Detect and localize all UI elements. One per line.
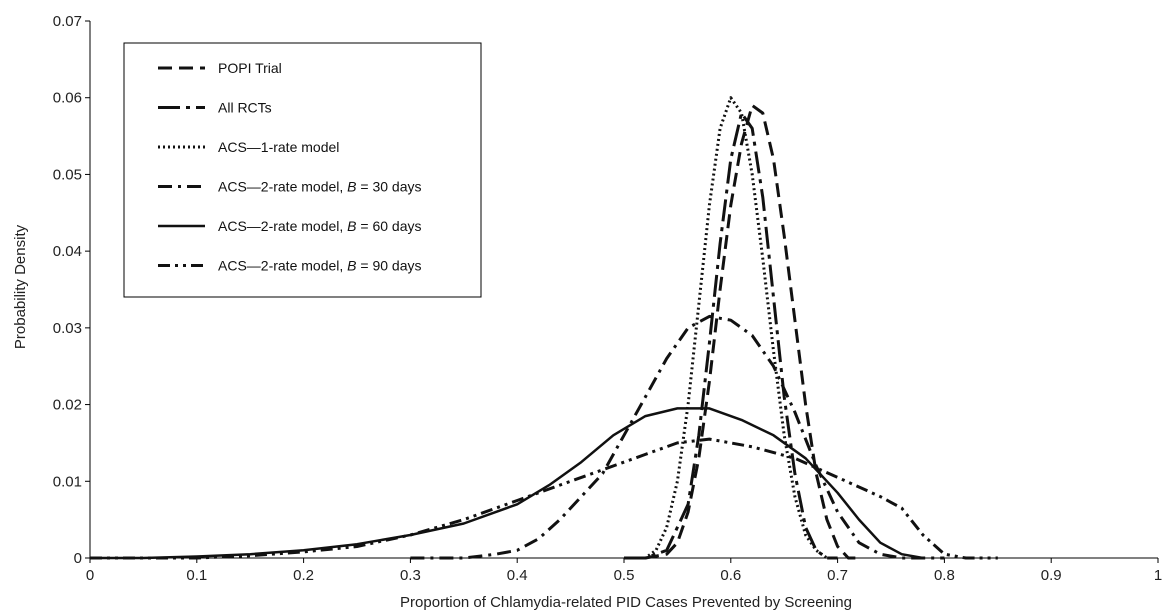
x-tick-label: 1 xyxy=(1154,567,1162,584)
y-tick-label: 0.01 xyxy=(53,473,82,490)
y-tick-label: 0.07 xyxy=(53,13,82,30)
y-axis-ticks: 0 0.01 0.02 0.03 0.04 0.05 0.06 0.07 xyxy=(53,13,90,567)
y-tick-label: 0.05 xyxy=(53,166,82,183)
x-tick-label: 0.3 xyxy=(400,567,421,584)
legend-label-2: All RCTs xyxy=(218,100,272,116)
series-line-5 xyxy=(90,407,924,560)
y-axis-title: Probability Density xyxy=(12,224,29,349)
legend-label-1: POPI Trial xyxy=(218,60,282,76)
y-tick-label: 0.04 xyxy=(53,243,82,260)
legend-label-4: ACS—2-rate model, B = 30 days xyxy=(218,179,422,195)
x-tick-label: 0.4 xyxy=(507,567,528,584)
x-axis-title: Proportion of Chlamydia-related PID Case… xyxy=(400,594,852,611)
x-tick-label: 0.1 xyxy=(186,567,207,584)
x-tick-label: 0.2 xyxy=(293,567,314,584)
x-tick-label: 0.5 xyxy=(614,567,635,584)
legend-label-5: ACS—2-rate model, B = 60 days xyxy=(218,218,422,234)
series-line-2 xyxy=(624,111,838,560)
x-tick-label: 0.8 xyxy=(934,567,955,584)
x-tick-label: 0 xyxy=(86,567,94,584)
series-line-4 xyxy=(410,314,945,560)
series-line-1 xyxy=(624,103,859,560)
x-axis-ticks: 0 0.1 0.2 0.3 0.4 0.5 0.6 0.7 0.8 0.9 1 xyxy=(86,558,1162,584)
legend: POPI Trial All RCTs ACS—1-rate model ACS—2-… xyxy=(123,42,482,298)
legend-label-6: ACS—2-rate model, B = 90 days xyxy=(218,258,422,274)
x-tick-label: 0.9 xyxy=(1041,567,1062,584)
legend-label-3: ACS—1-rate model xyxy=(218,139,339,155)
y-tick-label: 0 xyxy=(74,550,82,567)
series-line-6 xyxy=(90,437,998,560)
x-tick-label: 0.7 xyxy=(827,567,848,584)
y-tick-label: 0.02 xyxy=(53,397,82,414)
legend-box xyxy=(123,42,482,298)
x-tick-label: 0.6 xyxy=(720,567,741,584)
series-layer xyxy=(90,96,998,560)
y-tick-label: 0.06 xyxy=(53,90,82,107)
y-tick-label: 0.03 xyxy=(53,320,82,337)
